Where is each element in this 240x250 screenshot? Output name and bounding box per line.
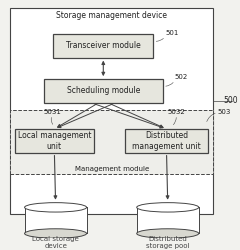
Text: 503: 503	[218, 109, 231, 115]
Text: Management module: Management module	[75, 166, 149, 172]
Bar	[24, 207, 87, 234]
Ellipse shape	[137, 229, 199, 238]
Text: 501: 501	[165, 30, 179, 36]
Bar	[137, 207, 199, 234]
Text: 502: 502	[175, 74, 188, 80]
Ellipse shape	[24, 203, 87, 212]
Text: Storage management device: Storage management device	[56, 12, 167, 20]
Text: Distributed
storage pool: Distributed storage pool	[146, 236, 189, 249]
Text: Local storage
device: Local storage device	[32, 236, 79, 249]
Text: 5031: 5031	[43, 109, 61, 115]
Ellipse shape	[24, 229, 87, 238]
Text: 5032: 5032	[167, 109, 185, 115]
Bar	[15, 129, 94, 153]
Text: Transceiver module: Transceiver module	[66, 41, 141, 50]
Bar	[10, 8, 213, 214]
Ellipse shape	[137, 203, 199, 212]
Bar	[53, 34, 153, 58]
Text: 500: 500	[223, 96, 238, 105]
Text: Local management
unit: Local management unit	[18, 131, 91, 150]
Text: Scheduling module: Scheduling module	[67, 86, 140, 96]
Bar	[10, 110, 213, 174]
Bar	[125, 129, 208, 153]
Bar	[44, 79, 163, 103]
Text: Distributed
management unit: Distributed management unit	[132, 131, 201, 150]
